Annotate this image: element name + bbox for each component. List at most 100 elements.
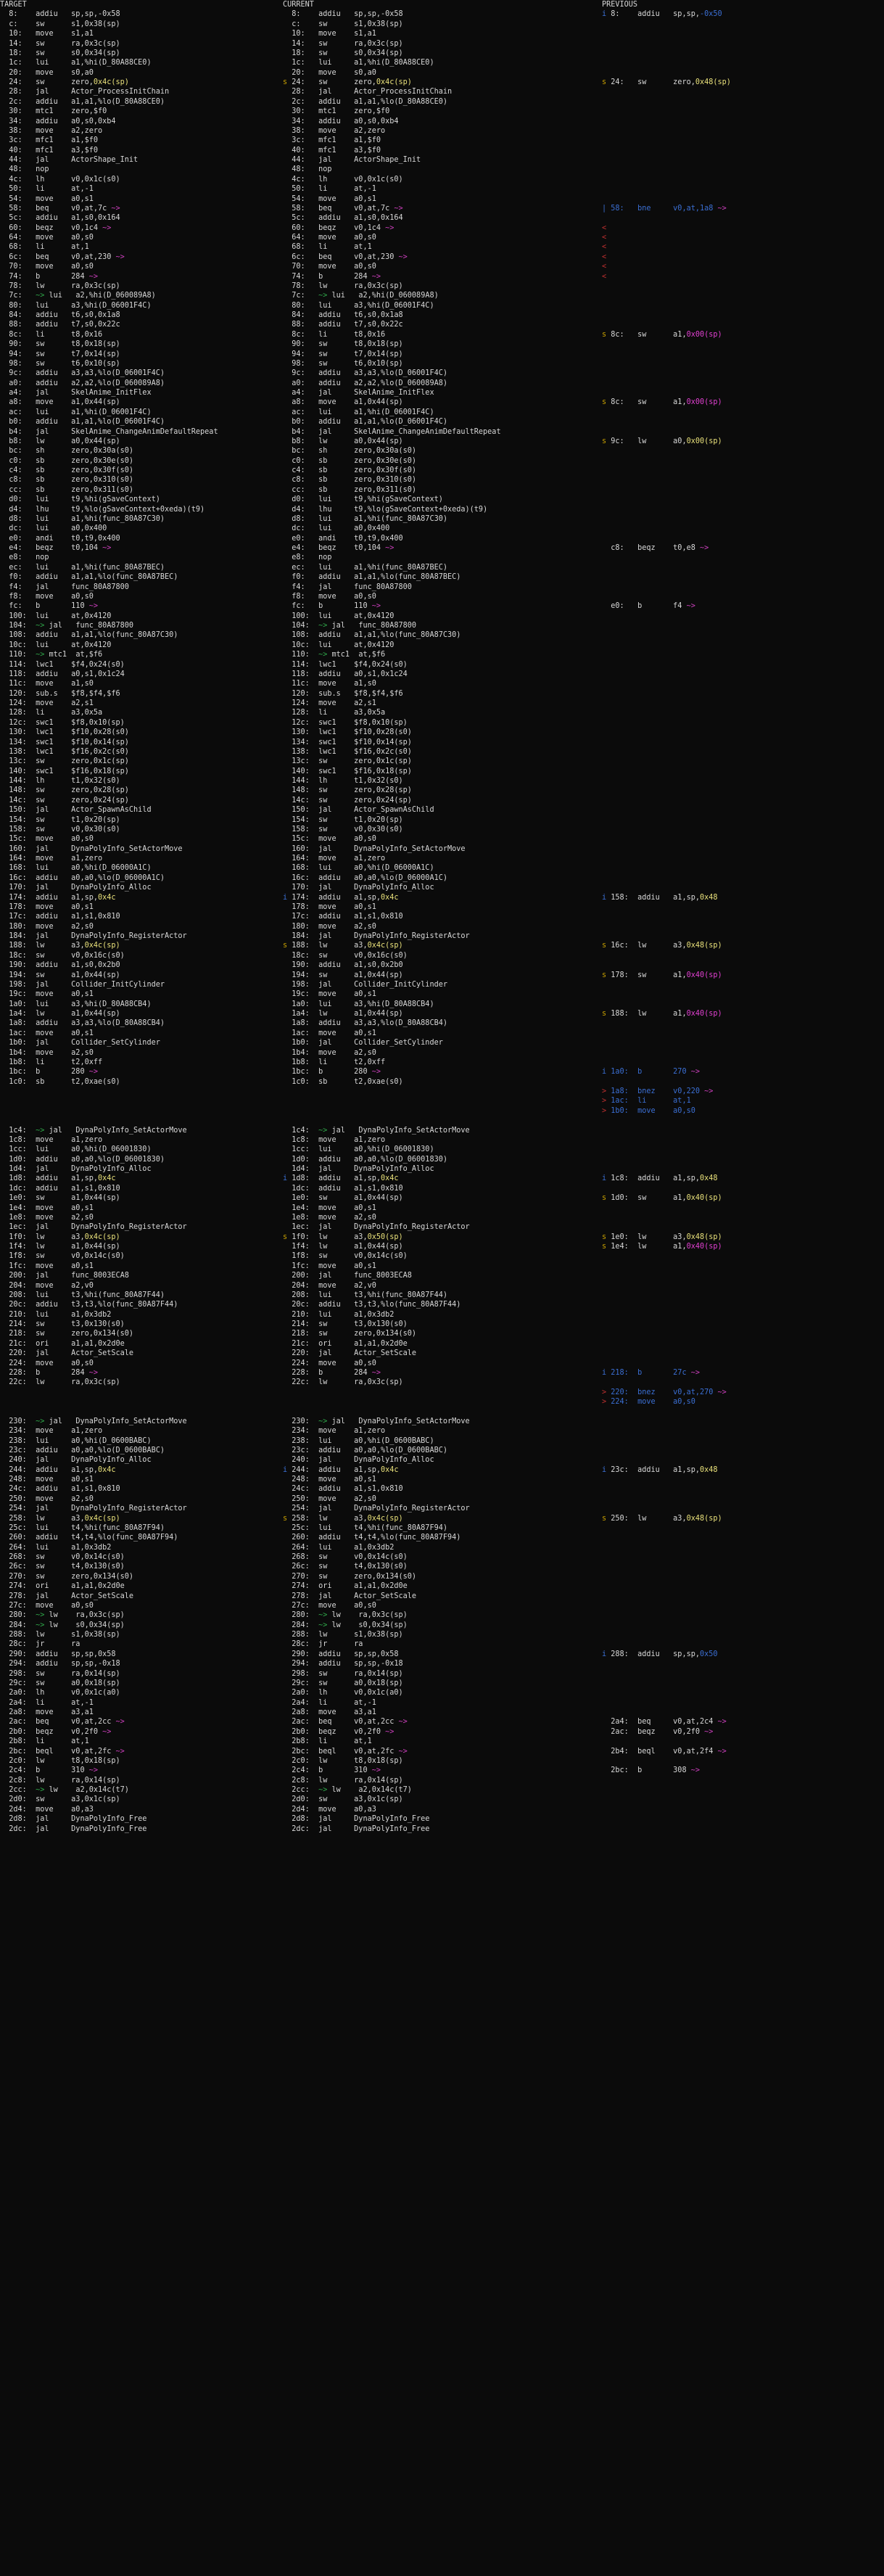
asm-address: 20: [292,68,319,77]
asm-mnemonic: lui [36,1291,72,1299]
asm-operands: DynaPolyInfo_RegisterActor [354,932,470,940]
asm-operands: at,0x4120 [71,612,112,620]
asm-address: 188: [292,942,319,950]
asm-line: 248: move a0,s1 [283,1475,602,1484]
asm-operands: zero,$f0 [71,107,107,116]
asm-address: 10c: [9,641,36,649]
asm-operand-highlight: 0x00(sp) [686,398,722,407]
asm-operands: a1,a1,0x2d0e [71,1339,125,1348]
asm-line: 2b0: beqz v0,2f0 ~> [0,1727,283,1737]
asm-operands: v0,at,2cc [71,1718,112,1727]
asm-operands: func_8003ECA8 [71,1272,129,1280]
asm-line: 1c: lui a1,%hi(D_80A88CE0) [283,58,602,67]
asm-operands: ra,0x14(sp) [71,1669,120,1678]
asm-operands: f4 [673,602,682,611]
asm-line: s 258: lw a3,0x4c(sp) [283,1514,602,1523]
spacer-line [283,1106,602,1116]
asm-line: 240: jal DynaPolyInfo_Alloc [283,1455,602,1465]
asm-line: a8: move a1,0x44(sp) [283,398,602,407]
asm-operands: sp,sp,0x58 [354,1650,399,1658]
asm-line: 28: jal Actor_ProcessInitChain [0,87,283,96]
asm-operands: v0,at,1a8 [673,204,714,213]
asm-line: 2a4: li at,-1 [283,1698,602,1708]
asm-mnemonic: li [36,1698,72,1707]
asm-mnemonic: jal [36,884,72,892]
asm-operands: a0,0x44(sp) [71,437,120,445]
asm-address: 2b0: [292,1727,319,1736]
asm-line: 108: addiu a1,a1,%lo(func_80A87C30) [283,630,602,640]
asm-operands: a2,s0 [71,922,94,931]
asm-mnemonic: lwc1 [36,660,72,669]
marker-line-removed: < [602,223,607,232]
branch-target-arrow-icon: ~> [717,1718,727,1727]
asm-line: 1a8: addiu a3,a3,%lo(D_80A88CB4) [0,1019,283,1028]
asm-line: 258: lw a3,0x4c(sp) [0,1514,283,1523]
asm-line: 244: addiu a1,sp,0x4c [0,1465,283,1475]
asm-mnemonic: swc1 [318,738,355,746]
asm-operands: a0,s1 [354,990,376,999]
asm-address: 210: [292,1310,319,1319]
asm-operands: a3,%hi(D_80A88CB4) [354,1000,434,1008]
asm-line [602,310,884,320]
asm-address: 1f4: [9,1243,36,1251]
asm-line: s 178: sw a1,0x40(sp) [602,971,884,980]
asm-operands: zero,0x134(s0) [71,1330,134,1338]
asm-mnemonic: sb [318,456,355,465]
branch-target-arrow-icon: ~> [102,223,112,232]
asm-line: 148: sw zero,0x28(sp) [0,786,283,795]
asm-mnemonic: jr [318,1640,355,1649]
asm-operands: 284 [71,1368,85,1377]
asm-address: a8: [9,398,36,407]
asm-line: 2b0: beqz v0,2f0 ~> [283,1727,602,1737]
asm-operand-highlight: 0x4c [380,1174,399,1183]
asm-mnemonic: addiu [318,1301,355,1309]
asm-line: < [602,262,884,271]
asm-mnemonic: jal [331,1126,359,1135]
asm-mnemonic: andi [36,534,72,543]
asm-address: 124: [9,699,36,707]
asm-operands: a3, [71,1233,85,1241]
asm-mnemonic: addiu [318,321,355,329]
spacer-line [602,1407,884,1416]
asm-line [602,854,884,863]
asm-address: 2a0: [292,1689,319,1698]
asm-operands: at,-1 [71,1698,94,1707]
asm-address: 27c: [9,1601,36,1610]
asm-line: e4: beqz t0,104 ~> [283,543,602,553]
asm-line: f0: addiu a1,a1,%lo(func_80A87BEC) [0,572,283,582]
spacer-line [0,1096,283,1106]
asm-operands: a1,%hi(D_80A88CE0) [71,59,152,67]
asm-mnemonic: move [36,194,72,203]
asm-line: 230: ~> jal DynaPolyInfo_SetActorMove [0,1417,283,1426]
marker-line-removed: < [602,234,607,242]
asm-address: 8: [292,10,319,19]
asm-address: 250: [611,1514,638,1523]
asm-operands: zero,0x24(sp) [354,796,412,805]
asm-mnemonic: sb [318,476,355,485]
asm-mnemonic: lw [637,437,674,445]
asm-line [602,1320,884,1329]
marker-stack-change: s [283,1514,288,1523]
asm-mnemonic: jal [318,932,355,940]
asm-line [602,922,884,931]
asm-address: 180: [9,922,36,931]
asm-line: 74: b 284 ~> [0,272,283,281]
asm-operands: $f10,0x28(s0) [354,728,412,737]
asm-line [602,466,884,475]
asm-operands: at,$f6 [75,651,103,659]
asm-line: 8: addiu sp,sp,-0x58 [283,9,602,19]
asm-address: 2a8: [292,1708,319,1716]
asm-address: 40: [292,146,319,155]
asm-line: 19c: move a0,s1 [283,989,602,999]
asm-operands: t8,0x18(sp) [71,1756,120,1765]
asm-mnemonic: lh [36,1689,72,1698]
asm-line: 138: lwc1 $f16,0x2c(s0) [283,747,602,757]
asm-line: d8: lui a1,%hi(func_80A87C30) [283,514,602,524]
asm-line [602,1164,884,1174]
asm-mnemonic: lui [36,612,72,620]
asm-line [602,844,884,854]
marker-stack-change: s [602,1243,607,1251]
asm-operands: t3,0x130(s0) [354,1320,408,1328]
asm-operands: a2,a2,%lo(D_060089A8) [354,379,447,387]
asm-operands: a1,$f0 [71,136,98,145]
